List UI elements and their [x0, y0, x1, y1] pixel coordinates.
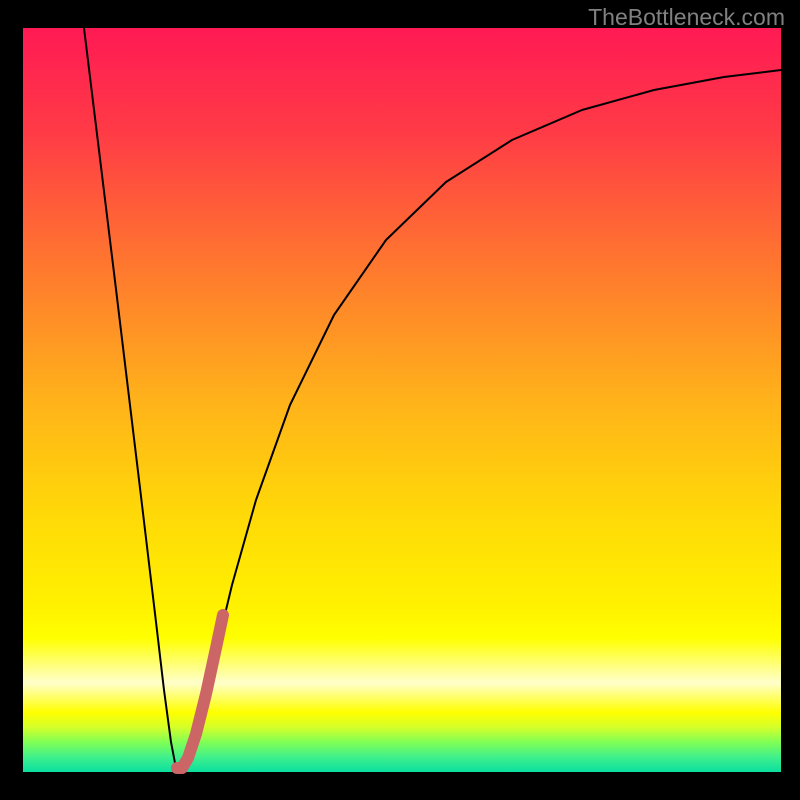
highlight-segment	[177, 615, 223, 768]
chart-svg	[0, 0, 800, 800]
chart-container: TheBottleneck.com	[0, 0, 800, 800]
watermark-text: TheBottleneck.com	[588, 4, 785, 31]
bottleneck-curve	[84, 28, 781, 770]
